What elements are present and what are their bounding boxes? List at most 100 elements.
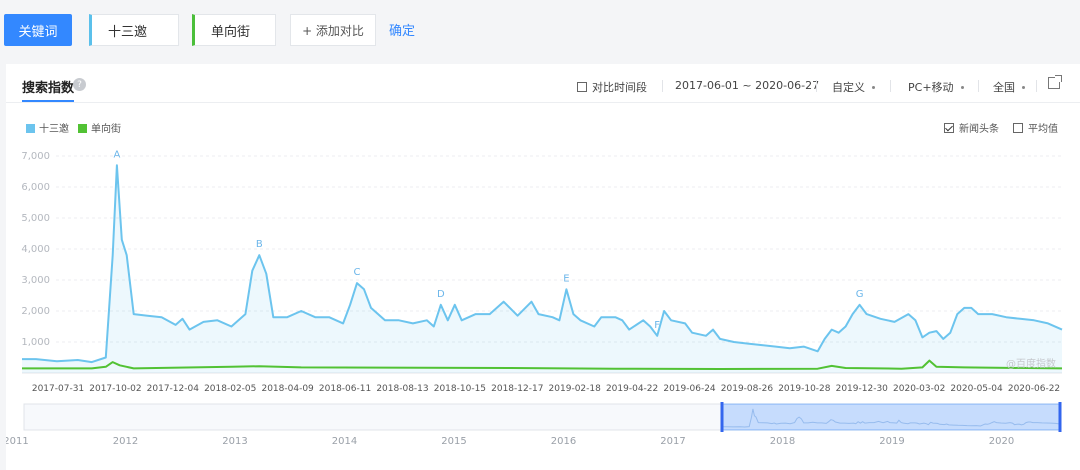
y-tick-label: 4,000 (21, 244, 50, 255)
help-icon[interactable]: ? (73, 78, 86, 91)
y-axis: 1,000 2,000 3,000 4,000 5,000 6,000 7,000 (21, 151, 50, 348)
navigator-year-label: 2011 (6, 436, 29, 447)
annotation-D: D (437, 289, 445, 300)
navigator-year-label: 2012 (113, 436, 138, 447)
x-tick-label: 2017-10-02 (89, 384, 141, 394)
add-compare-button[interactable]: + 添加对比 (290, 14, 376, 46)
watermark: @百度指数 (1006, 357, 1056, 370)
navigator-year-label: 2015 (441, 436, 466, 447)
keyword-input-1[interactable]: 十三邀 (89, 14, 179, 46)
x-tick-label: 2019-02-18 (549, 384, 602, 394)
x-tick-label: 2019-06-24 (663, 384, 716, 394)
panel-title: 搜索指数 (22, 81, 75, 96)
x-tick-label: 2018-12-17 (491, 384, 543, 394)
legend-item-series2[interactable]: 单向街 (78, 120, 121, 135)
x-tick-label: 2020-05-04 (950, 384, 1003, 394)
compare-period-label: 对比时间段 (592, 81, 647, 94)
search-index-panel: 搜索指数 ? 对比时间段 2017-06-01 ~ 2020-06-27 自定义… (6, 64, 1080, 470)
x-tick-label: 2017-12-04 (147, 384, 200, 394)
x-tick-label: 2018-08-13 (376, 384, 428, 394)
series-line-2 (22, 359, 1063, 370)
legend-swatch (26, 124, 35, 133)
custom-label: 自定义 (832, 81, 865, 94)
y-tick-label: 1,000 (21, 337, 50, 348)
keyword-button[interactable]: 关键词 (4, 14, 72, 46)
x-tick-label: 2017-07-31 (32, 384, 84, 394)
custom-dropdown[interactable]: 自定义 (832, 79, 875, 95)
news-headlines-checkbox[interactable]: 新闻头条 (944, 120, 999, 135)
x-tick-label: 2018-02-05 (204, 384, 256, 394)
external-link-icon[interactable] (1048, 75, 1062, 89)
keyword-input-2[interactable]: 单向街 (192, 14, 276, 46)
y-tick-label: 5,000 (21, 213, 50, 224)
series-line-1 (22, 164, 1063, 364)
annotation-F: F (654, 320, 660, 331)
navigator-year-label: 2014 (332, 436, 357, 447)
x-tick-label: 2019-12-30 (836, 384, 889, 394)
navigator-series (722, 408, 1061, 428)
divider (890, 80, 891, 92)
checkbox-icon (1013, 123, 1023, 133)
x-axis: 2017-07-31 2017-10-02 2017-12-04 2018-02-05… (32, 384, 1060, 394)
device-label: PC+移动 (908, 81, 954, 94)
y-tick-label: 3,000 (21, 275, 50, 286)
annotation-B: B (256, 239, 263, 250)
compare-period-checkbox[interactable]: 对比时间段 (577, 79, 647, 95)
legend-item-series1[interactable]: 十三邀 (26, 120, 69, 135)
x-tick-label: 2020-06-22 (1008, 384, 1060, 394)
dropdown-dot-icon (872, 86, 875, 89)
navigator-selection (721, 403, 1061, 431)
x-tick-label: 2018-06-11 (319, 384, 371, 394)
range-navigator[interactable]: 2011 2012 2013 2014 2015 2016 2017 2018 2019 2020 (6, 402, 1062, 447)
x-tick-label: 2018-10-15 (434, 384, 486, 394)
confirm-link[interactable]: 确定 (389, 24, 416, 39)
checkbox-checked-icon (944, 123, 954, 133)
news-headlines-label: 新闻头条 (959, 124, 999, 135)
navigator-year-label: 2016 (551, 436, 576, 447)
region-label: 全国 (993, 81, 1015, 94)
checkbox-icon (577, 82, 587, 92)
chart-annotations: A B C D E F G (114, 149, 864, 330)
navigator-year-label: 2017 (660, 436, 685, 447)
y-tick-label: 2,000 (21, 306, 50, 317)
annotation-A: A (114, 149, 121, 160)
legend-label: 单向街 (91, 124, 121, 135)
navigator-handle-right (1058, 402, 1062, 432)
y-tick-label: 6,000 (21, 182, 50, 193)
annotation-G: G (856, 289, 864, 300)
annotation-C: C (354, 267, 361, 278)
divider (816, 80, 817, 92)
series-area-1 (22, 165, 1062, 373)
navigator-year-label: 2019 (879, 436, 904, 447)
chart-grid (22, 155, 1062, 374)
dropdown-dot-icon (1022, 86, 1025, 89)
divider (662, 80, 663, 92)
x-tick-label: 2019-08-26 (721, 384, 774, 394)
legend-swatch (78, 124, 87, 133)
panel-divider (6, 102, 1080, 103)
x-tick-label: 2019-04-22 (606, 384, 658, 394)
y-tick-label: 7,000 (21, 151, 50, 162)
annotation-E: E (563, 273, 569, 284)
trend-chart: 1,000 2,000 3,000 4,000 5,000 6,000 7,000 A B C D… (6, 149, 1063, 447)
x-tick-label: 2018-04-09 (261, 384, 314, 394)
navigator-year-label: 2013 (222, 436, 247, 447)
divider (1036, 80, 1037, 92)
average-checkbox[interactable]: 平均值 (1013, 120, 1058, 135)
navigator-track (23, 403, 1061, 431)
x-tick-label: 2020-03-02 (893, 384, 945, 394)
region-dropdown[interactable]: 全国 (993, 79, 1025, 95)
navigator-handle-left (720, 402, 724, 432)
navigator-year-label: 2018 (770, 436, 795, 447)
legend-label: 十三邀 (39, 124, 69, 135)
device-dropdown[interactable]: PC+移动 (908, 79, 964, 95)
average-label: 平均值 (1028, 124, 1058, 135)
title-underline (22, 100, 74, 102)
date-range-picker[interactable]: 2017-06-01 ~ 2020-06-27 (675, 79, 820, 92)
keyword-toolbar: 关键词 十三邀 单向街 + 添加对比 确定 (0, 0, 1080, 64)
navigator-year-label: 2020 (989, 436, 1014, 447)
x-tick-label: 2019-10-28 (778, 384, 831, 394)
chart-series (22, 164, 1063, 373)
dropdown-dot-icon (960, 86, 964, 89)
divider (978, 80, 979, 92)
